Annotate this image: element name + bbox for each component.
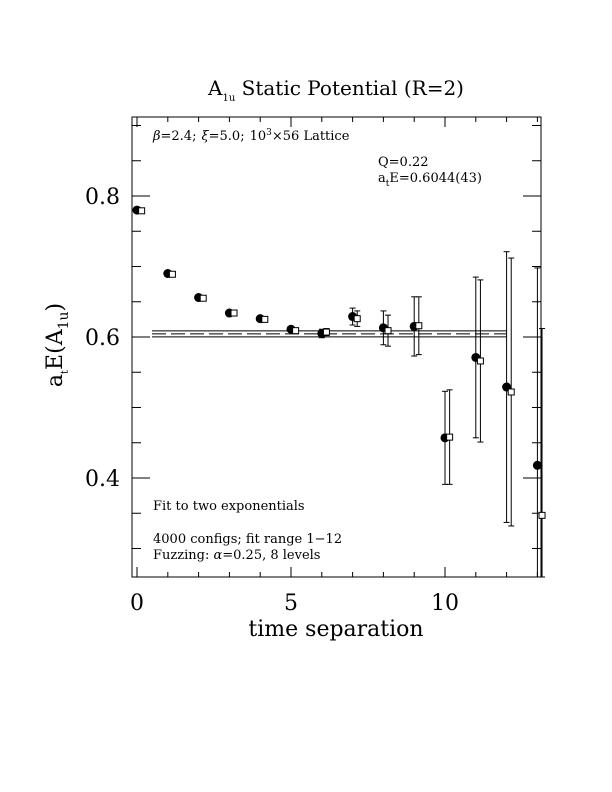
x-axis-label: time separation bbox=[248, 617, 423, 642]
data-point-square bbox=[507, 388, 515, 396]
x-tick-label: 0 bbox=[130, 591, 144, 616]
y-tick-label: 0.4 bbox=[85, 467, 120, 492]
data-point-square bbox=[261, 315, 269, 323]
data-point-square bbox=[292, 327, 300, 335]
fit-value-annotation: atE=0.6044(43) bbox=[378, 171, 482, 189]
configs-annotation: 4000 configs; fit range 1−12 bbox=[153, 532, 342, 547]
x-tick-label: 5 bbox=[284, 591, 298, 616]
chart-title: A1u Static Potential (R=2) bbox=[207, 76, 464, 104]
data-point-square bbox=[322, 328, 330, 336]
y-axis-label: atE(A1u) bbox=[43, 303, 72, 387]
data-points bbox=[132, 205, 546, 578]
data-point-circle bbox=[532, 460, 542, 470]
data-point-square bbox=[199, 294, 207, 302]
data-point-square bbox=[476, 357, 484, 365]
q-annotation: Q=0.22 bbox=[378, 155, 429, 170]
x-tick-label: 10 bbox=[431, 591, 459, 616]
lattice-annotation: β=2.4; ξ=5.0; 103×56 Lattice bbox=[152, 128, 350, 144]
data-point-square bbox=[446, 433, 454, 441]
data-point-square bbox=[353, 315, 361, 323]
y-tick-label: 0.8 bbox=[85, 185, 120, 210]
y-tick-label: 0.6 bbox=[85, 326, 120, 351]
data-point-square bbox=[168, 270, 176, 278]
fuzzing-annotation: Fuzzing: α=0.25, 8 levels bbox=[153, 548, 320, 563]
data-point-square bbox=[138, 207, 146, 215]
data-point-square bbox=[538, 511, 546, 519]
axis-ticks bbox=[132, 117, 541, 577]
data-point-square bbox=[384, 327, 392, 335]
data-point-square bbox=[230, 309, 238, 317]
plot-frame bbox=[131, 116, 542, 578]
data-point-square bbox=[415, 322, 423, 330]
fit-type-annotation: Fit to two exponentials bbox=[153, 499, 305, 514]
